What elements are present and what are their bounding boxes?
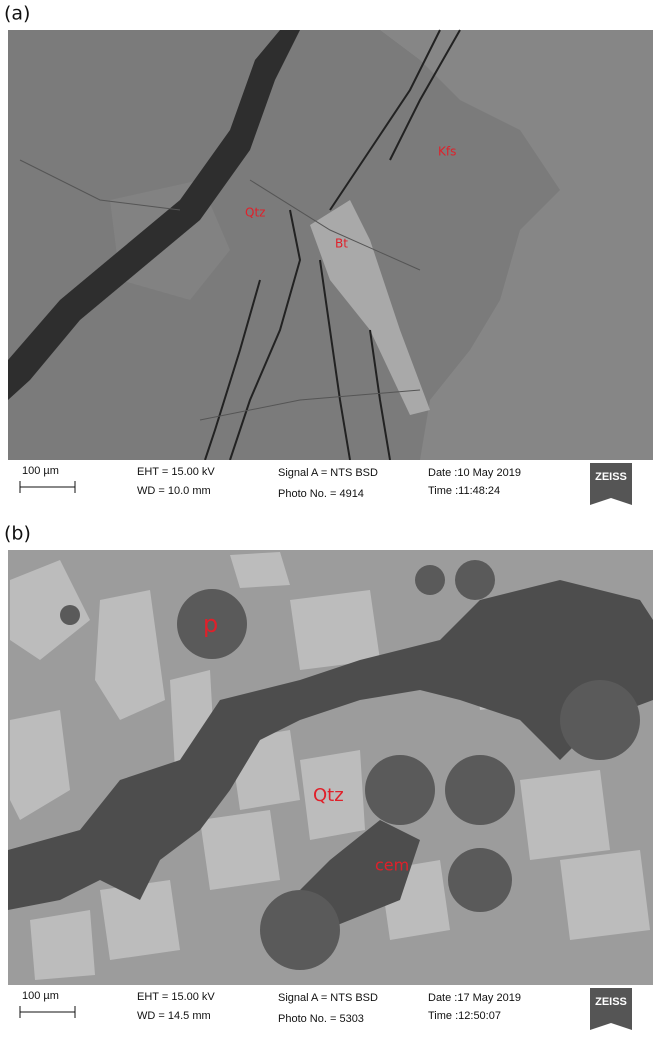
- date: Date :17 May 2019: [428, 992, 521, 1004]
- logo: ZEISS: [595, 996, 627, 1008]
- time: Time :12:50:07: [428, 1010, 501, 1022]
- info-bar: 100 µm EHT = 15.00 kV WD = 14.5 mm Signa…: [8, 985, 653, 1038]
- annotation: Qtz: [245, 206, 265, 220]
- annotation: Qtz: [313, 785, 344, 806]
- annotation: Bt: [335, 237, 348, 251]
- signal: Signal A = NTS BSD: [278, 467, 378, 479]
- time: Time :11:48:24: [428, 485, 500, 497]
- logo: ZEISS: [595, 471, 627, 483]
- scale-label: 100 µm: [22, 990, 59, 1002]
- eht: EHT = 15.00 kV: [137, 466, 215, 478]
- photo-no: Photo No. = 5303: [278, 1013, 364, 1025]
- signal: Signal A = NTS BSD: [278, 992, 378, 1004]
- panel-label: (b): [4, 523, 31, 545]
- annotation: p: [203, 610, 218, 638]
- figure: (a) Qtz Bt Kfs 100 µm EHT = 15.00 kV WD …: [0, 0, 653, 1038]
- eht: EHT = 15.00 kV: [137, 991, 215, 1003]
- wd: WD = 14.5 mm: [137, 1010, 211, 1022]
- annotation: cem: [375, 856, 409, 875]
- scale-label: 100 µm: [22, 465, 59, 477]
- panel-label: (a): [4, 3, 30, 25]
- micrograph-b: [8, 550, 653, 985]
- wd: WD = 10.0 mm: [137, 485, 211, 497]
- micrograph-a: [8, 30, 653, 460]
- date: Date :10 May 2019: [428, 467, 521, 479]
- annotation: Kfs: [438, 145, 456, 159]
- info-bar: 100 µm EHT = 15.00 kV WD = 10.0 mm Signa…: [8, 460, 653, 515]
- photo-no: Photo No. = 4914: [278, 488, 364, 500]
